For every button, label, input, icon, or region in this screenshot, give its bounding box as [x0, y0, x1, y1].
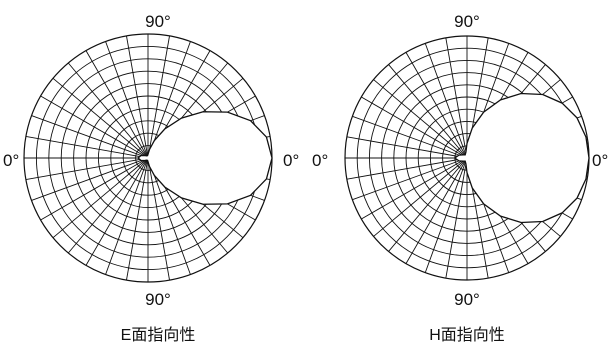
h-plane-grid-spoke [424, 43, 468, 159]
e-plane-grid-spoke [105, 41, 149, 159]
h-plane-pattern-lobe [453, 92, 590, 224]
h-plane-grid-spoke [405, 157, 468, 264]
e-plane-grid-spoke [147, 157, 170, 281]
e-plane-grid-spoke [25, 136, 149, 159]
e-plane-pattern-lobe [137, 111, 273, 205]
h-plane-label-bottom: 90° [454, 290, 480, 309]
e-plane-grid-spoke [85, 50, 149, 159]
h-plane-grid-spoke [373, 157, 468, 237]
h-plane-caption: H面指向性 [429, 326, 505, 344]
e-plane-grid-spoke [126, 157, 149, 281]
h-plane-label-right: 0° [592, 151, 608, 170]
h-plane-label-left: 0° [312, 151, 328, 170]
e-plane-grid-spoke [67, 62, 149, 159]
e-plane-label-bottom: 90° [145, 290, 171, 309]
e-plane-grid-spoke [52, 157, 149, 239]
e-plane-label-left: 0° [3, 151, 19, 170]
e-plane-grid-spoke [40, 157, 149, 221]
h-plane-grid-spoke [361, 157, 468, 220]
e-plane-grid-spoke [147, 41, 191, 159]
e-plane-chart: 90° 90° 0° 0° E面指向性 [3, 12, 299, 344]
e-plane-grid-spoke [31, 115, 149, 159]
h-plane-grid-spoke [405, 52, 468, 159]
h-plane-grid-spoke [424, 157, 468, 273]
h-plane-grid-spoke [445, 37, 468, 159]
h-plane-grid-spoke [352, 157, 468, 201]
h-plane-grid-spoke [346, 157, 468, 180]
e-plane-grid-spoke [105, 157, 149, 275]
h-plane-label-top: 90° [454, 12, 480, 31]
e-plane-label-right: 0° [283, 151, 299, 170]
h-plane-chart: 90° 90° 0° 0° H面指向性 [312, 12, 608, 344]
e-plane-grid-spoke [147, 157, 191, 275]
e-plane-grid-spoke [85, 157, 149, 266]
h-plane-grid-spoke [388, 64, 468, 159]
h-plane-grid-spoke [346, 136, 468, 159]
e-plane-grid-spoke [40, 95, 149, 159]
e-plane-grid-spoke [126, 35, 149, 159]
h-plane-grid-spoke [352, 115, 468, 159]
e-plane-grid-spoke [147, 35, 170, 159]
h-plane-grid-spoke [361, 96, 468, 159]
h-plane-grid-spoke [445, 157, 468, 279]
e-plane-grid-spoke [67, 157, 149, 254]
h-plane-grid-spoke [388, 157, 468, 252]
e-plane-caption: E面指向性 [121, 326, 196, 344]
e-plane-grid-spoke [52, 77, 149, 159]
e-plane-grid-spoke [25, 157, 149, 180]
e-plane-grid-spoke [31, 157, 149, 201]
h-plane-grid-spoke [373, 79, 468, 159]
e-plane-label-top: 90° [145, 12, 171, 31]
